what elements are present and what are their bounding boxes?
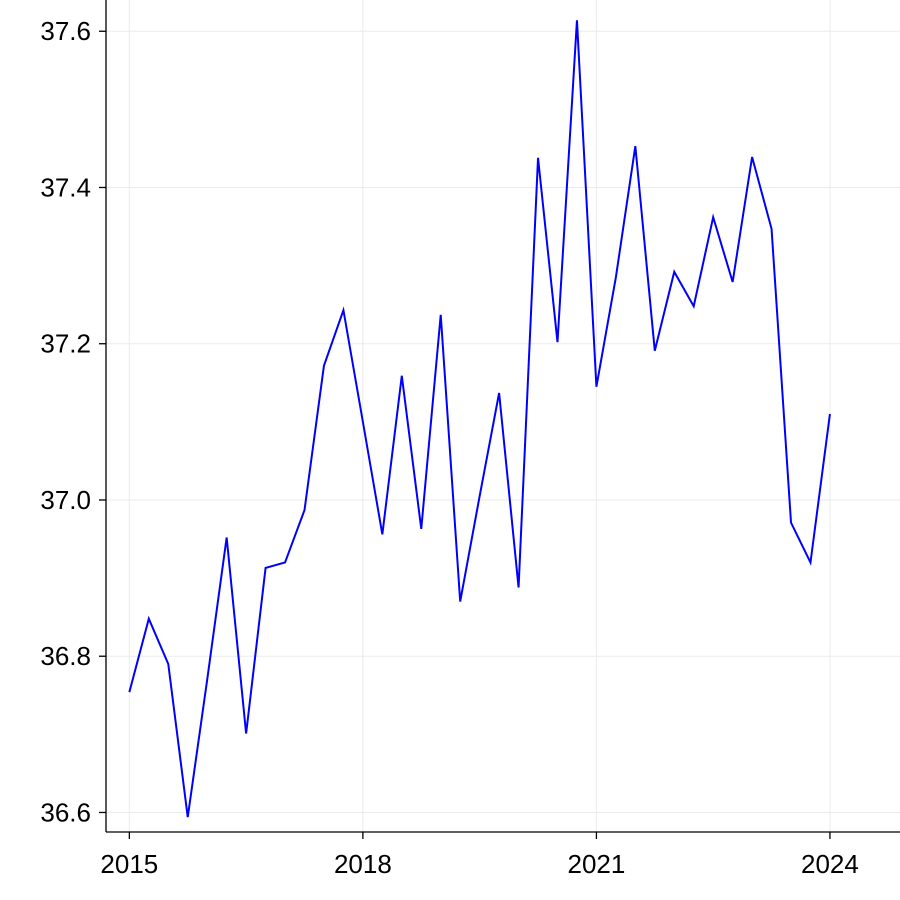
- data-point: [654, 350, 656, 352]
- series-line: [128, 20, 831, 818]
- y-tick-label: 36.6: [40, 797, 91, 827]
- series-layer: [128, 19, 831, 818]
- data-point: [634, 145, 636, 147]
- y-tick-label: 37.2: [40, 329, 91, 359]
- data-point: [790, 522, 792, 524]
- data-point: [167, 663, 169, 665]
- data-point: [537, 157, 539, 159]
- data-point: [556, 341, 558, 343]
- axes: [105, 0, 900, 833]
- x-tick-label: 2021: [567, 849, 625, 879]
- data-point: [206, 679, 208, 681]
- data-point: [342, 309, 344, 311]
- data-point: [615, 276, 617, 278]
- y-tick-label: 37.0: [40, 485, 91, 515]
- data-point: [829, 413, 831, 415]
- data-point: [751, 156, 753, 158]
- data-point: [128, 691, 130, 693]
- data-point: [732, 281, 734, 283]
- data-point: [148, 618, 150, 620]
- data-point: [362, 421, 364, 423]
- data-point: [440, 314, 442, 316]
- data-point: [712, 216, 714, 218]
- data-point: [265, 567, 267, 569]
- data-point: [576, 19, 578, 21]
- data-point: [284, 561, 286, 563]
- data-point: [187, 816, 189, 818]
- data-point: [518, 586, 520, 588]
- x-tick-label: 2015: [100, 849, 158, 879]
- data-point: [809, 561, 811, 563]
- data-point: [693, 305, 695, 307]
- grid: [106, 0, 900, 832]
- data-point: [401, 375, 403, 377]
- x-tick-label: 2018: [334, 849, 392, 879]
- data-point: [498, 392, 500, 394]
- data-point: [304, 509, 306, 511]
- data-point: [673, 271, 675, 273]
- data-point: [420, 528, 422, 530]
- data-point: [226, 536, 228, 538]
- y-tick-label: 37.6: [40, 16, 91, 46]
- y-tick-label: 37.4: [40, 172, 91, 202]
- data-point: [479, 495, 481, 497]
- data-point: [245, 733, 247, 735]
- data-point: [595, 386, 597, 388]
- ticks: 36.6 36.8 37.0 37.2 37.4 37.6 2015 2018 2021 2024: [40, 16, 858, 879]
- data-point: [771, 228, 773, 230]
- x-tick-label: 2024: [801, 849, 859, 879]
- data-point: [381, 533, 383, 535]
- data-point: [459, 601, 461, 603]
- data-point: [323, 365, 325, 367]
- y-tick-label: 36.8: [40, 641, 91, 671]
